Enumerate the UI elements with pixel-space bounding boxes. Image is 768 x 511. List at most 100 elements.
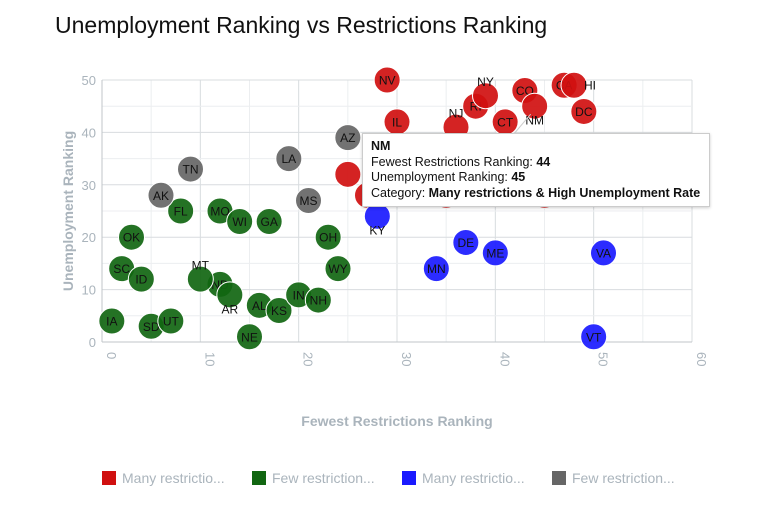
point-label: MS — [300, 194, 318, 208]
point-marker — [177, 155, 204, 183]
point-marker — [147, 181, 175, 209]
legend-label: Many restrictio... — [122, 470, 225, 486]
data-point[interactable]: WI — [226, 207, 254, 235]
point-marker — [118, 223, 145, 251]
data-point[interactable]: OK — [118, 223, 145, 251]
tooltip-category-label: Category: — [371, 185, 429, 200]
point-label: HI — [584, 79, 596, 93]
point-marker — [265, 297, 293, 325]
point-marker — [334, 124, 362, 152]
legend-swatch — [252, 471, 266, 485]
point-marker — [167, 197, 195, 225]
data-point[interactable]: AR — [216, 281, 244, 317]
data-point[interactable]: FL — [167, 197, 195, 225]
point-label: UT — [163, 315, 180, 329]
point-marker — [314, 223, 342, 251]
point-label: NM — [525, 114, 544, 128]
point-marker — [236, 323, 263, 351]
data-point[interactable]: UT — [157, 307, 185, 335]
point-label: WI — [232, 215, 247, 229]
x-tick-label: 30 — [399, 352, 414, 366]
x-tick-label: 10 — [202, 352, 217, 366]
tooltip-category-value: Many restrictions & High Unemployment Ra… — [428, 185, 701, 200]
data-point[interactable]: NH — [304, 286, 332, 314]
point-marker — [304, 286, 332, 314]
data-point[interactable]: DC — [570, 97, 598, 125]
point-marker — [521, 92, 549, 120]
x-tick-label: 40 — [497, 352, 512, 366]
legend-item[interactable]: Few restriction... — [252, 470, 402, 486]
data-point[interactable]: MT — [186, 259, 214, 293]
data-point[interactable]: KS — [265, 297, 293, 325]
data-point[interactable]: WY — [324, 255, 352, 283]
data-point[interactable] — [334, 160, 362, 188]
point-label: MO — [210, 205, 229, 219]
data-point[interactable]: KY — [363, 202, 391, 238]
point-marker — [334, 160, 362, 188]
data-point[interactable]: AZ — [334, 124, 362, 152]
point-marker — [216, 281, 244, 309]
legend-item[interactable]: Many restrictio... — [402, 470, 552, 486]
point-marker — [560, 71, 588, 99]
point-label: FL — [174, 205, 188, 219]
data-point[interactable]: NM — [521, 92, 549, 128]
data-point[interactable]: NE — [236, 323, 263, 351]
data-point[interactable]: HI — [560, 71, 596, 99]
legend: Many restrictio... Few restriction... Ma… — [102, 470, 702, 486]
data-point[interactable]: IA — [98, 307, 126, 335]
data-point[interactable]: AK — [147, 181, 175, 209]
point-label: AR — [221, 302, 238, 316]
legend-label: Few restriction... — [272, 470, 375, 486]
data-point[interactable]: MO — [206, 197, 234, 225]
tooltip-pointer — [514, 113, 532, 134]
data-point[interactable]: IL — [383, 108, 411, 136]
point-label: CT — [497, 115, 514, 129]
data-point[interactable]: OH — [314, 223, 342, 251]
tooltip-x-label: Fewest Restrictions Ranking: — [371, 154, 537, 169]
y-tick-label: 50 — [82, 73, 96, 88]
data-point[interactable]: TN — [177, 155, 204, 183]
point-label: NV — [379, 74, 396, 88]
point-marker — [127, 265, 155, 293]
data-point[interactable]: GA — [255, 207, 283, 235]
legend-item[interactable]: Many restrictio... — [102, 470, 252, 486]
chart-title: Unemployment Ranking vs Restrictions Ran… — [55, 12, 548, 38]
y-tick-label: 40 — [82, 125, 96, 140]
data-point[interactable]: VA — [590, 239, 617, 267]
tooltip: NM Fewest Restrictions Ranking: 44 Unemp… — [362, 133, 710, 207]
point-label: LA — [281, 152, 296, 166]
point-label: SC — [113, 262, 130, 276]
point-label: IN — [293, 288, 305, 302]
point-label: KS — [271, 304, 287, 318]
y-tick-label: 10 — [82, 283, 96, 298]
point-label: VA — [596, 246, 611, 260]
point-marker — [422, 255, 450, 283]
legend-item[interactable]: Few restriction... — [552, 470, 702, 486]
point-label: NH — [310, 294, 327, 308]
data-point[interactable]: NV — [373, 66, 401, 94]
point-marker — [157, 307, 185, 335]
data-point[interactable]: NY — [472, 75, 499, 110]
point-marker — [481, 239, 509, 267]
point-label: IA — [106, 315, 117, 329]
data-point[interactable]: ID — [127, 265, 155, 293]
point-label: MN — [427, 262, 446, 276]
data-point[interactable]: MN — [422, 255, 450, 283]
point-label: NJ — [449, 107, 464, 121]
point-marker — [590, 239, 617, 267]
point-marker — [373, 66, 401, 94]
y-tick-label: 30 — [82, 178, 96, 193]
point-marker — [580, 323, 608, 351]
point-label: DC — [575, 105, 593, 119]
data-point[interactable]: ME — [481, 239, 509, 267]
data-point[interactable]: CT — [491, 108, 519, 136]
x-axis-label: Fewest Restrictions Ranking — [301, 413, 492, 429]
point-marker — [324, 255, 352, 283]
data-point[interactable]: LA — [275, 145, 303, 173]
point-marker — [452, 228, 480, 256]
data-point[interactable]: DE — [452, 228, 480, 256]
data-point[interactable]: MS — [295, 187, 322, 215]
data-point[interactable]: VT — [580, 323, 608, 351]
point-marker — [226, 207, 254, 235]
